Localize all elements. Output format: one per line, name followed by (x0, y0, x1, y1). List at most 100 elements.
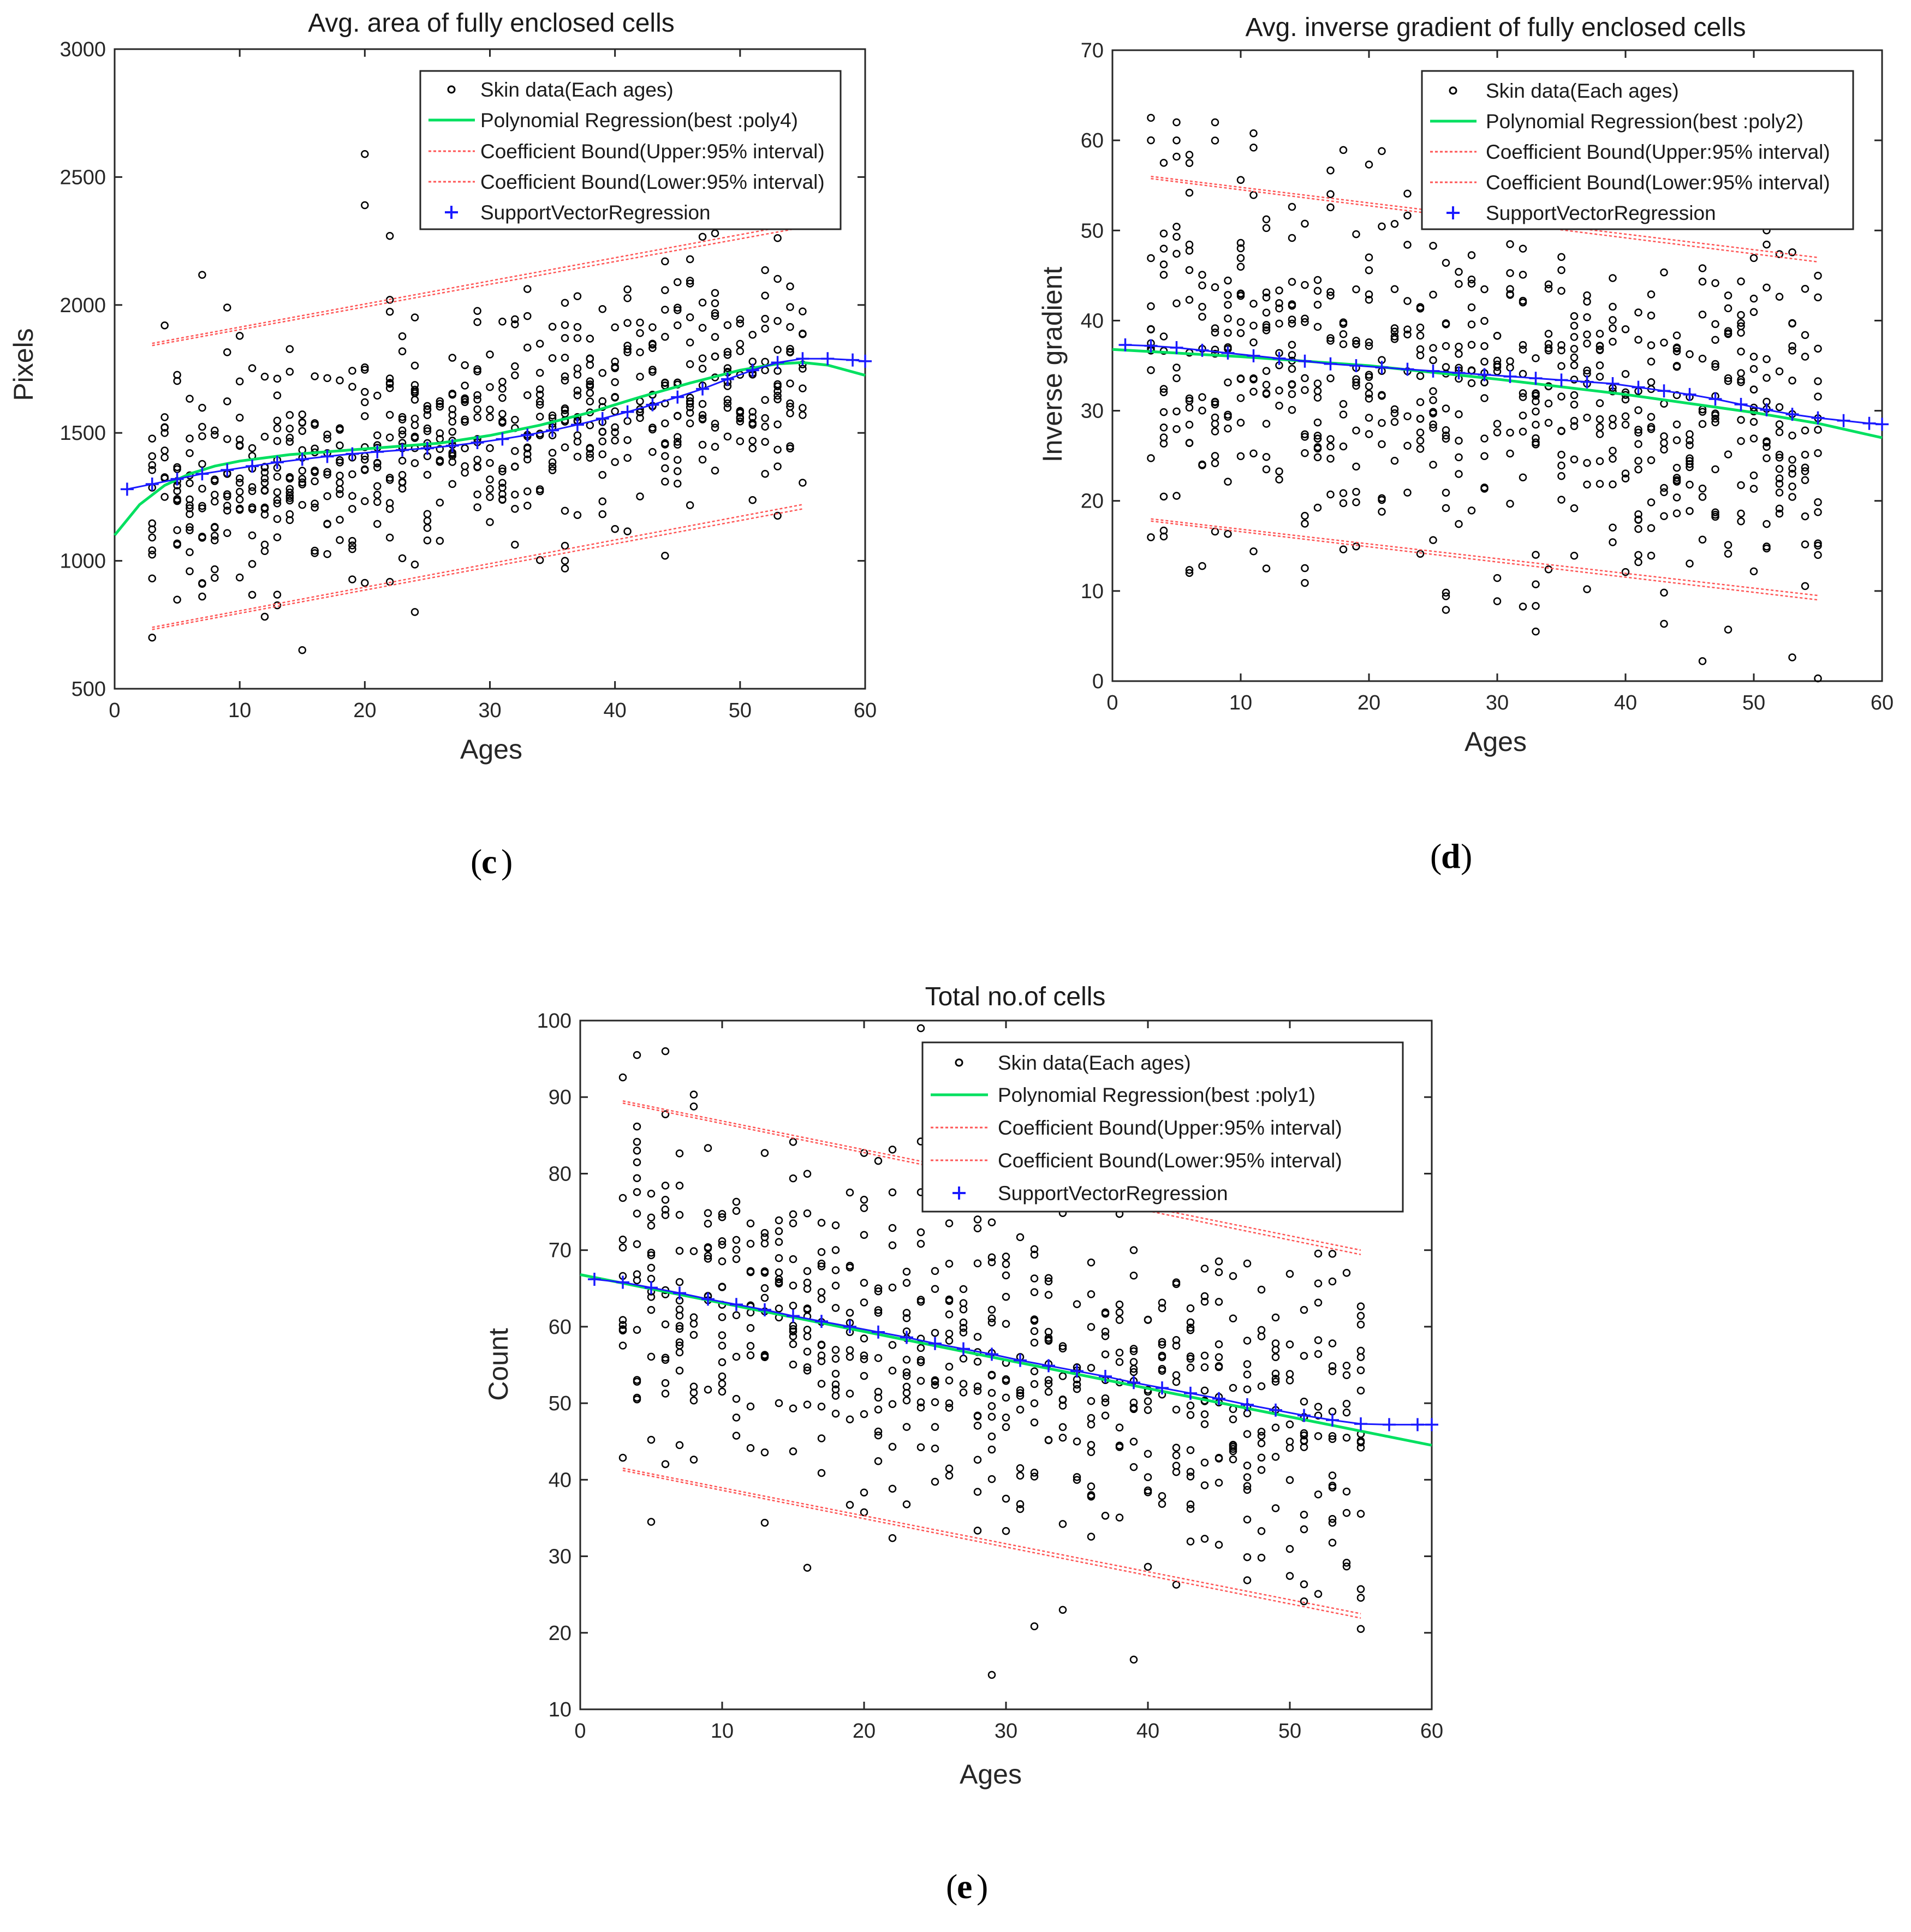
upper-bound-line (152, 222, 803, 344)
scatter-point (773, 387, 782, 396)
scatter-point (1158, 1500, 1166, 1508)
scatter-point (1262, 215, 1271, 224)
scatter-point (423, 427, 432, 436)
scatter-point (1609, 455, 1617, 463)
scatter-point (1698, 354, 1707, 363)
scatter-point (235, 495, 244, 504)
scatter-point (874, 1287, 883, 1296)
y-tick-label: 30 (1081, 400, 1104, 423)
scatter-point (223, 435, 231, 443)
scatter-point (1002, 1494, 1010, 1503)
scatter-point (1215, 1340, 1223, 1349)
scatter-point (548, 458, 557, 467)
panel-label-close-paren: ) (1461, 837, 1472, 875)
scatter-point (1356, 1594, 1365, 1602)
scatter-point (704, 1209, 712, 1218)
scatter-point (1455, 350, 1463, 358)
scatter-point (1044, 1277, 1053, 1286)
x-tick-label: 50 (1278, 1720, 1301, 1743)
scatter-point (1030, 1274, 1039, 1283)
svr-marker (957, 1342, 970, 1356)
scatter-point (1159, 332, 1168, 341)
scatter-point (1186, 1402, 1195, 1410)
scatter-point (1342, 1508, 1351, 1517)
scatter-point (846, 1309, 854, 1317)
scatter-point (1300, 1525, 1308, 1534)
scatter-point (598, 305, 606, 313)
scatter-point (1493, 420, 1502, 428)
scatter-point (846, 1415, 854, 1423)
scatter-point (1455, 279, 1463, 288)
scatter-point (775, 1227, 783, 1236)
svr-marker (645, 1281, 658, 1295)
scatter-point (573, 391, 582, 399)
scatter-point (1326, 288, 1335, 296)
scatter-point (1313, 276, 1322, 284)
scatter-point (561, 354, 569, 362)
scatter-point (323, 492, 331, 500)
scatter-point (973, 1456, 982, 1464)
svr-marker (1272, 351, 1286, 365)
scatter-point (1147, 302, 1155, 311)
scatter-point (1185, 159, 1194, 167)
scatter-point (1570, 552, 1579, 560)
scatter-point (674, 303, 682, 312)
scatter-point (860, 1488, 868, 1497)
x-tick-label: 20 (853, 1720, 876, 1743)
scatter-point (1172, 1444, 1181, 1452)
scatter-point (698, 415, 707, 424)
scatter-point (1326, 455, 1335, 463)
scatter-point (1749, 308, 1758, 317)
scatter-point (1101, 1327, 1110, 1336)
scatter-point (1249, 129, 1258, 138)
scatter-point (410, 560, 419, 569)
scatter-point (711, 443, 719, 451)
scatter-point (1634, 440, 1642, 448)
scatter-point (260, 432, 269, 441)
scatter-point (636, 329, 644, 337)
scatter-point (1356, 1585, 1365, 1593)
scatter-point (235, 573, 244, 582)
scatter-point (1215, 1478, 1223, 1487)
scatter-point (761, 469, 769, 478)
scatter-point (473, 391, 481, 399)
scatter-point (1185, 296, 1194, 304)
scatter-point (1737, 378, 1745, 386)
scatter-point (186, 395, 194, 403)
scatter-point (1814, 392, 1822, 401)
scatter-point (1016, 1500, 1025, 1508)
scatter-point (1660, 619, 1668, 628)
scatter-point (1378, 222, 1386, 231)
scatter-point (160, 446, 169, 455)
scatter-point (186, 526, 194, 534)
scatter-point (1814, 449, 1822, 457)
lower-bound-line (1151, 518, 1818, 597)
scatter-point (786, 303, 794, 311)
scatter-point (1634, 510, 1642, 518)
svr-marker (1042, 1359, 1055, 1373)
scatter-point (1342, 1562, 1351, 1571)
scatter-point (1544, 565, 1553, 574)
svr-marker (1426, 364, 1440, 378)
scatter-point (789, 1404, 797, 1412)
scatter-point (273, 391, 282, 399)
scatter-point (1506, 285, 1514, 293)
scatter-point (1215, 1363, 1223, 1372)
scatter-point (1378, 147, 1386, 156)
scatter-point (1147, 254, 1155, 263)
scatter-point (1775, 488, 1784, 497)
scatter-point (1159, 245, 1168, 253)
svr-marker (1195, 343, 1209, 357)
scatter-point (1044, 1380, 1053, 1388)
svr-marker (1529, 372, 1543, 385)
scatter-point (1215, 1257, 1223, 1266)
scatter-point (348, 367, 356, 375)
scatter-point (611, 392, 619, 401)
scatter-point (298, 467, 306, 475)
scatter-point (273, 601, 282, 610)
scatter-point (623, 319, 632, 327)
scatter-point (661, 464, 669, 473)
scatter-point (1115, 1301, 1124, 1309)
scatter-point (1814, 271, 1822, 280)
scatter-point (888, 1241, 897, 1250)
